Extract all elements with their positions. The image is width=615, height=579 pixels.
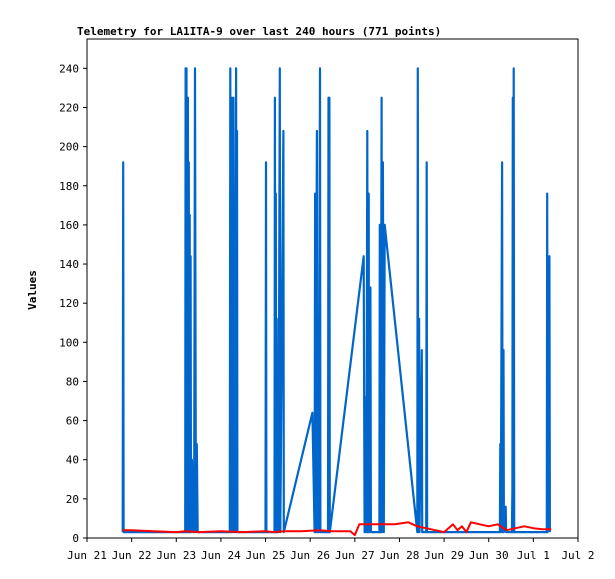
y-tick-label: 240	[59, 62, 79, 75]
x-tick-label: Jun 30	[469, 549, 509, 562]
chart-title: Telemetry for LA1ITA-9 over last 240 hou…	[77, 25, 441, 38]
y-tick-label: 60	[66, 415, 79, 428]
y-tick-label: 40	[66, 454, 79, 467]
x-tick-label: Jun 28	[380, 549, 420, 562]
y-tick-label: 220	[59, 101, 79, 114]
x-tick-label: Jul 2	[561, 549, 594, 562]
x-tick-label: Jun 22	[112, 549, 152, 562]
y-tick-label: 140	[59, 258, 79, 271]
y-tick-label: 200	[59, 141, 79, 154]
y-tick-label: 100	[59, 336, 79, 349]
series-line-1	[122, 521, 552, 537]
y-axis: 0 20 40 60 80 100 120 140 160 180 200 220 240	[59, 62, 87, 545]
series-layer	[121, 67, 552, 537]
x-tick-label: Jul 1	[517, 549, 550, 562]
x-axis: Jun 21 Jun 22 Jun 23 Jun 24 Jun 25 Jun 26 Jun …	[67, 538, 595, 562]
x-tick-label: Jun 26	[290, 549, 330, 562]
x-tick-label: Jun 29	[424, 549, 464, 562]
y-tick-label: 180	[59, 180, 79, 193]
x-tick-label: Jun 21	[67, 549, 107, 562]
y-axis-label: Values	[26, 270, 39, 310]
plot-area	[86, 38, 579, 539]
x-tick-label: Jun 27	[335, 549, 375, 562]
y-tick-label: 20	[66, 493, 79, 506]
y-tick-label: 80	[66, 375, 79, 388]
y-tick-label: 0	[72, 532, 79, 545]
y-tick-label: 160	[59, 219, 79, 232]
y-tick-label: 120	[59, 297, 79, 310]
x-tick-label: Jun 23	[156, 549, 196, 562]
x-tick-label: Jun 25	[246, 549, 286, 562]
x-tick-label: Jun 24	[201, 549, 241, 562]
series-line-0	[121, 67, 552, 534]
